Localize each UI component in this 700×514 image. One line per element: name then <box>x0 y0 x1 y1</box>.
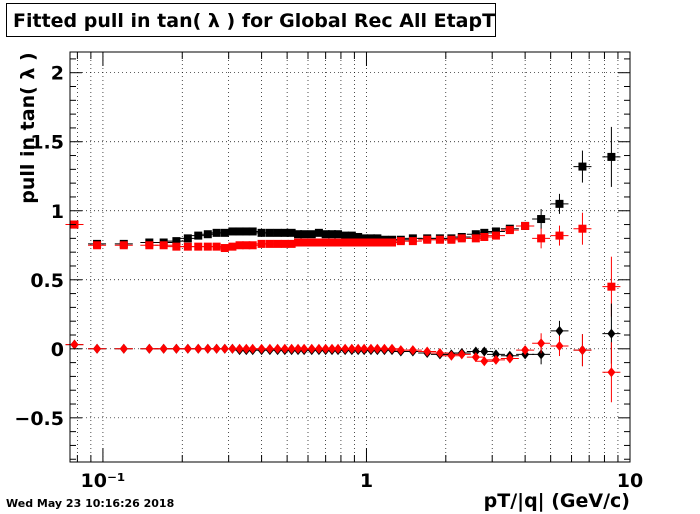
data-point-diamond <box>491 354 500 365</box>
data-point-square <box>578 224 587 233</box>
data-point-diamond <box>408 345 417 356</box>
data-point-diamond <box>172 343 181 354</box>
data-point-diamond <box>555 341 564 352</box>
data-point-diamond <box>555 325 564 336</box>
data-point-square <box>471 230 480 239</box>
data-point-square <box>287 228 296 237</box>
data-point-diamond <box>183 343 192 354</box>
data-point-square <box>194 231 203 240</box>
y-tick-label: −0.5 <box>14 408 64 430</box>
plot-frame <box>69 51 631 463</box>
y-tick-label: 1 <box>51 201 64 223</box>
x-tick-label: 10 <box>617 470 643 492</box>
y-tick-label: 0.5 <box>30 270 64 292</box>
data-point-square <box>159 241 168 250</box>
data-point-diamond <box>159 343 168 354</box>
data-point-square <box>471 234 480 243</box>
data-point-diamond <box>119 343 128 354</box>
data-point-diamond <box>93 343 102 354</box>
data-point-square <box>183 234 192 243</box>
data-point-square <box>354 232 363 241</box>
data-point-square <box>347 231 356 240</box>
data-point-diamond <box>423 346 432 357</box>
data-point-diamond <box>396 345 405 356</box>
data-point-square <box>607 152 616 161</box>
y-tick-label: 1.5 <box>30 132 64 154</box>
data-point-square <box>491 231 500 240</box>
data-point-diamond <box>480 346 489 357</box>
y-tick-label: 0 <box>51 339 64 361</box>
grid-layer <box>70 52 630 462</box>
axes-layer: −0.5 0 0.5 1 1.5 2 10⁻¹ 1 10 <box>14 51 643 492</box>
data-point-square <box>183 242 192 251</box>
data-point-square <box>423 235 432 244</box>
data-point-diamond <box>505 353 514 364</box>
x-axis-label: pT/|q| (GeV/c) <box>483 490 630 512</box>
data-point-square <box>388 238 397 247</box>
y-axis-label: pull in tan( λ ) <box>17 52 39 204</box>
data-point-square <box>248 241 257 250</box>
data-point-square <box>220 228 229 237</box>
data-point-square <box>396 237 405 246</box>
x-tick-label: 1 <box>360 470 373 492</box>
title-box: Fitted pull in tan( λ ) for Global Rec A… <box>6 3 496 37</box>
marks-layer <box>65 126 621 403</box>
data-point-square <box>480 228 489 237</box>
data-point-diamond <box>537 338 546 349</box>
data-point-square <box>194 242 203 251</box>
chart-title: Fitted pull in tan( λ ) for Global Rec A… <box>13 10 496 32</box>
data-point-square <box>505 226 514 235</box>
data-point-diamond <box>457 349 466 360</box>
data-point-square <box>537 234 546 243</box>
data-point-square <box>537 215 546 224</box>
data-point-square <box>334 230 343 239</box>
data-point-square <box>93 241 102 250</box>
timestamp: Wed May 23 10:16:26 2018 <box>6 497 175 510</box>
data-point-square <box>373 234 382 243</box>
data-point-square <box>480 232 489 241</box>
data-point-diamond <box>521 345 530 356</box>
data-point-diamond <box>607 328 616 339</box>
data-point-square <box>314 228 323 237</box>
data-point-square <box>555 199 564 208</box>
data-point-square <box>119 241 128 250</box>
data-point-square <box>607 282 616 291</box>
data-point-square <box>287 239 296 248</box>
data-point-diamond <box>491 349 500 360</box>
data-point-square <box>228 242 237 251</box>
data-point-diamond <box>607 367 616 378</box>
data-point-diamond <box>145 343 154 354</box>
data-point-square <box>457 234 466 243</box>
data-point-square <box>172 242 181 251</box>
x-tick-label: 10⁻¹ <box>81 470 126 492</box>
data-point-square <box>172 237 181 246</box>
data-point-diamond <box>194 343 203 354</box>
y-tick-label: 2 <box>51 63 64 85</box>
data-point-diamond <box>388 343 397 354</box>
data-point-square <box>521 221 530 230</box>
data-point-square <box>212 242 221 251</box>
data-point-diamond <box>480 356 489 367</box>
data-point-diamond <box>471 352 480 363</box>
data-point-square <box>435 235 444 244</box>
data-point-square <box>555 231 564 240</box>
data-point-square <box>491 227 500 236</box>
data-point-square <box>248 227 257 236</box>
data-point-square <box>447 235 456 244</box>
data-point-square <box>307 230 316 239</box>
data-point-diamond <box>447 350 456 361</box>
data-point-diamond <box>70 339 79 350</box>
data-point-square <box>220 244 229 253</box>
data-point-square <box>578 162 587 171</box>
data-point-diamond <box>537 349 546 360</box>
data-point-diamond <box>435 347 444 358</box>
data-point-square <box>145 241 154 250</box>
data-point-diamond <box>578 345 587 356</box>
data-point-square <box>408 237 417 246</box>
data-point-square <box>203 230 212 239</box>
